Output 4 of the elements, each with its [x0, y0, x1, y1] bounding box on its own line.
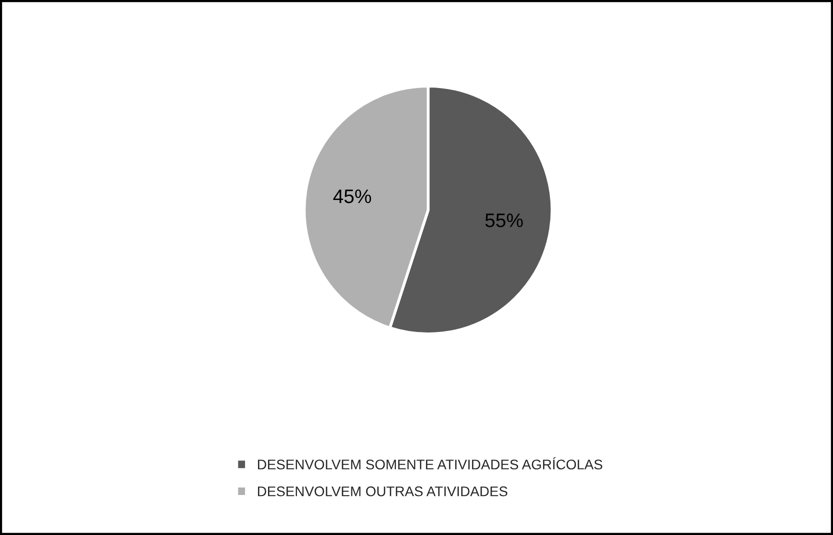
legend-label: DESENVOLVEM OUTRAS ATIVIDADES — [258, 486, 508, 496]
data-label: 45% — [333, 190, 372, 204]
legend-label: DESENVOLVEM SOMENTE ATIVIDADES AGRÍCOLAS — [258, 457, 602, 470]
data-label: 55% — [485, 214, 523, 228]
